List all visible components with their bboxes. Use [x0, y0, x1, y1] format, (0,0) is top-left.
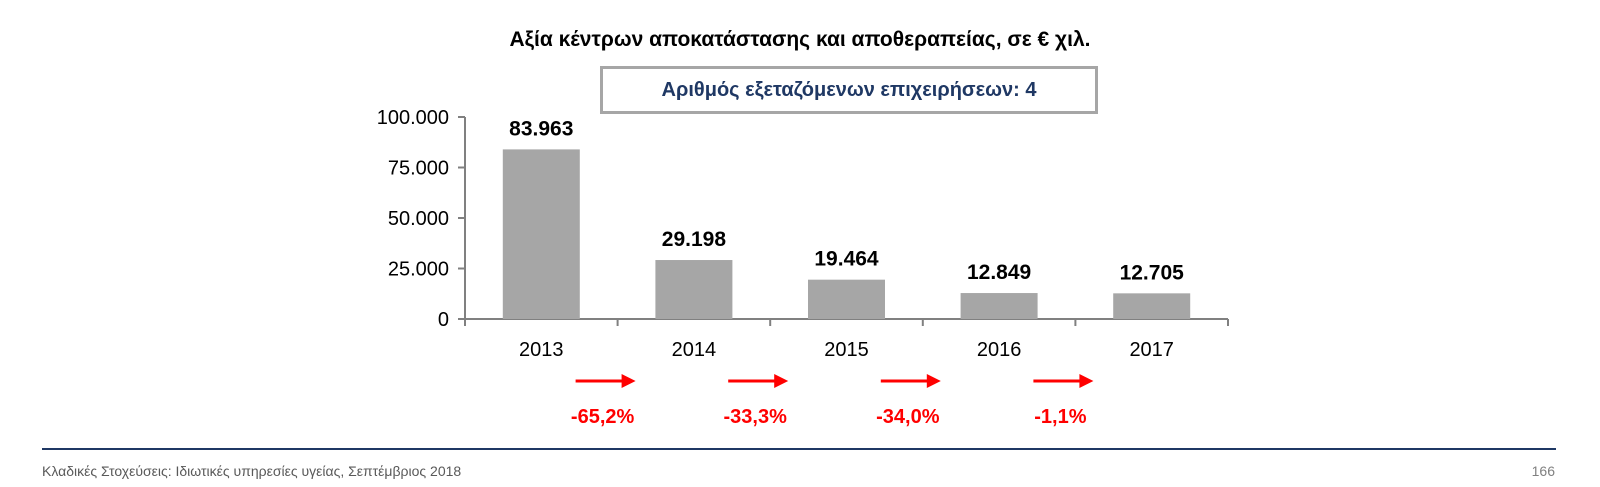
x-tick-label-2014: 2014: [672, 339, 717, 361]
value-label-2017: 12.705: [1120, 261, 1185, 284]
change-label: -65,2%: [571, 406, 635, 428]
y-tick-label: 50.000: [388, 208, 449, 230]
value-label-2016: 12.849: [967, 261, 1031, 284]
change-label: -34,0%: [876, 406, 940, 428]
change-arrow-head: [774, 374, 789, 388]
bar-2015: [808, 279, 885, 319]
y-tick-label: 75.000: [388, 158, 449, 180]
chart-axes: 0 25.000 50.000 75.000 100.000: [377, 107, 1229, 331]
bar-2013: [502, 149, 580, 319]
footer-divider: [42, 448, 1556, 450]
value-label-2015: 19.464: [814, 248, 879, 271]
chart-bars: [502, 149, 1191, 319]
bar-2016: [960, 293, 1038, 319]
value-label-2014: 29.198: [662, 228, 727, 251]
change-arrows: -65,2% -33,3% -34,0% -1,1%: [571, 374, 1094, 428]
change-label: -33,3%: [724, 406, 788, 428]
x-tick-label-2013: 2013: [519, 339, 564, 361]
chart-labels: 83.963 2013 29.198 2014 19.464 2015 12.849 2016…: [509, 117, 1184, 361]
change-arrow-head: [621, 374, 636, 388]
x-tick-label-2017: 2017: [1129, 339, 1174, 361]
bar-2014: [655, 260, 733, 319]
bar-2017: [1113, 293, 1191, 319]
x-tick-label-2015: 2015: [824, 339, 869, 361]
x-tick-label-2016: 2016: [977, 339, 1022, 361]
y-tick-label: 0: [438, 309, 449, 331]
y-tick-label: 25.000: [388, 259, 449, 281]
chart-title: Αξία κέντρων αποκατάστασης και αποθεραπε…: [509, 28, 1091, 51]
companies-count-box: Αριθμός εξεταζόμενων επιχειρήσεων: 4: [600, 66, 1098, 114]
footer-text: Κλαδικές Στοχεύσεις: Ιδιωτικές υπηρεσίες…: [42, 463, 462, 479]
y-tick-label: 100.000: [377, 107, 449, 129]
change-label: -1,1%: [1034, 406, 1086, 428]
change-arrow-head: [926, 374, 941, 388]
change-arrow-head: [1079, 374, 1094, 388]
page-number: 166: [1531, 463, 1555, 479]
value-label-2013: 83.963: [509, 117, 573, 140]
